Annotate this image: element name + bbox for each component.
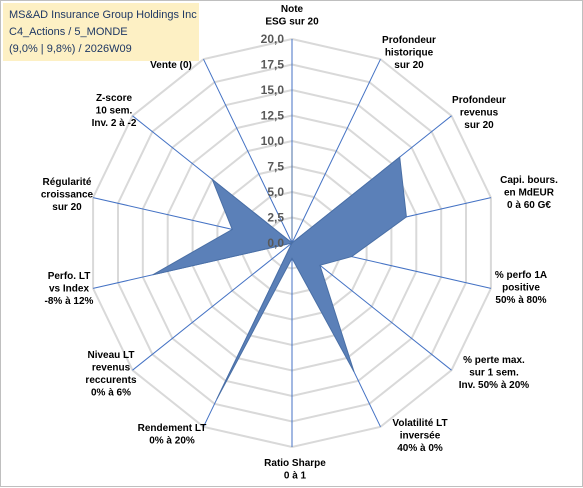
axis-label-8: Rendement LT 0% à 20% xyxy=(138,423,207,447)
axis-label-12-line-2: Inv. 2 à -2 xyxy=(92,118,137,129)
axis-label-1: Profondeur historique sur 20 xyxy=(382,35,436,71)
axis-label-7: Ratio Sharpe 0 à 1 xyxy=(264,458,326,482)
axis-label-3: Capi. bours. en MdEUR 0 à 60 G€ xyxy=(500,175,558,211)
axis-label-6-line-1: inversée xyxy=(400,431,441,442)
axis-label-13-line-2: Vente (0) xyxy=(150,60,192,71)
axis-label-1-line-0: Profondeur xyxy=(382,35,436,46)
axis-label-9-line-1: revenus xyxy=(92,363,131,374)
tick-label-7: 17,5 xyxy=(261,58,285,72)
axis-label-5-line-0: % perte max. xyxy=(463,355,525,366)
axis-label-9-line-0: Niveau LT xyxy=(87,350,134,361)
axis-label-10-line-0: Perfo. LT xyxy=(48,271,91,282)
axis-label-4-line-1: positive xyxy=(502,283,540,294)
axis-label-12: Z-score 10 sem. Inv. 2 à -2 xyxy=(92,93,137,129)
axis-label-9: Niveau LT revenus reccurents 0% à 6% xyxy=(85,350,137,399)
axis-label-1-line-1: historique xyxy=(385,48,434,59)
axis-label-10-line-1: vs Index xyxy=(49,284,89,295)
axis-label-11-line-1: croissance xyxy=(41,190,94,201)
axis-label-3-line-0: Capi. bours. xyxy=(500,175,558,186)
axis-label-0-line-1: ESG sur 20 xyxy=(265,17,319,28)
chart-title-box: MS&AD Insurance Group Holdings Inc C4_Ac… xyxy=(3,3,199,61)
axis-label-6-line-0: Volatilité LT xyxy=(392,418,447,429)
axis-label-9-line-3: 0% à 6% xyxy=(91,388,131,399)
axis-label-3-line-1: en MdEUR xyxy=(504,188,555,199)
axis-label-3-line-2: 0 à 60 G€ xyxy=(507,200,551,211)
axis-spoke-9 xyxy=(132,242,293,371)
axis-label-12-line-1: 10 sem. xyxy=(96,106,133,117)
axis-label-9-line-2: reccurents xyxy=(85,375,137,386)
axis-label-7-line-0: Ratio Sharpe xyxy=(264,458,326,469)
axis-label-8-line-0: Rendement LT xyxy=(138,423,207,434)
axis-label-11: Régularité croissance sur 20 xyxy=(41,177,94,213)
axis-label-6-line-2: 40% à 0% xyxy=(397,443,443,454)
axis-label-8-line-1: 0% à 20% xyxy=(149,436,195,447)
tick-label-8: 20,0 xyxy=(261,32,285,46)
chart-title-line-3: (9,0% | 9,8%) / 2026W09 xyxy=(9,43,132,55)
radial-tick-labels: 0,0 2,5 5,0 7,5 10,0 12,5 15,0 17,5 20,0 xyxy=(261,32,285,250)
tick-label-6: 15,0 xyxy=(261,83,285,97)
chart-title-line-1: MS&AD Insurance Group Holdings Inc xyxy=(9,9,197,21)
axis-label-4: % perfo 1A positive 50% à 80% xyxy=(495,270,547,306)
tick-label-4: 10,0 xyxy=(261,134,285,148)
axis-label-4-line-0: % perfo 1A xyxy=(495,270,547,281)
chart-title-line-2: C4_Actions / 5_MONDE xyxy=(9,26,128,38)
axis-label-6: Volatilité LT inversée 40% à 0% xyxy=(392,418,447,454)
axis-label-11-line-2: sur 20 xyxy=(52,202,82,213)
axis-label-5-line-2: Inv. 50% à 20% xyxy=(459,380,530,391)
tick-label-1: 2,5 xyxy=(267,211,284,225)
axis-label-5: % perte max. sur 1 sem. Inv. 50% à 20% xyxy=(459,355,530,391)
axis-spoke-1 xyxy=(291,58,381,244)
tick-label-3: 7,5 xyxy=(267,160,284,174)
axis-label-2-line-2: sur 20 xyxy=(464,120,494,131)
axis-label-10: Perfo. LT vs Index -8% à 12% xyxy=(45,271,94,307)
tick-label-0: 0,0 xyxy=(267,236,284,250)
axis-label-5-line-1: sur 1 sem. xyxy=(469,368,519,379)
axis-label-0: Note ESG sur 20 xyxy=(265,4,319,28)
axis-label-4-line-2: 50% à 80% xyxy=(495,295,546,306)
axis-label-10-line-2: -8% à 12% xyxy=(45,296,94,307)
axis-label-2: Profondeur revenus sur 20 xyxy=(452,95,506,131)
series-area xyxy=(152,146,407,400)
axis-label-7-line-1: 0 à 1 xyxy=(284,471,307,482)
axis-label-2-line-0: Profondeur xyxy=(452,95,506,106)
axis-label-2-line-1: revenus xyxy=(460,108,499,119)
tick-label-5: 12,5 xyxy=(261,109,285,123)
tick-label-2: 5,0 xyxy=(267,185,284,199)
axis-spoke-13 xyxy=(203,58,293,244)
axis-label-12-line-0: Z-score xyxy=(96,93,133,104)
axis-label-1-line-2: sur 20 xyxy=(394,60,424,71)
axis-label-0-line-0: Note xyxy=(281,4,304,15)
axis-label-11-line-0: Régularité xyxy=(43,177,92,188)
